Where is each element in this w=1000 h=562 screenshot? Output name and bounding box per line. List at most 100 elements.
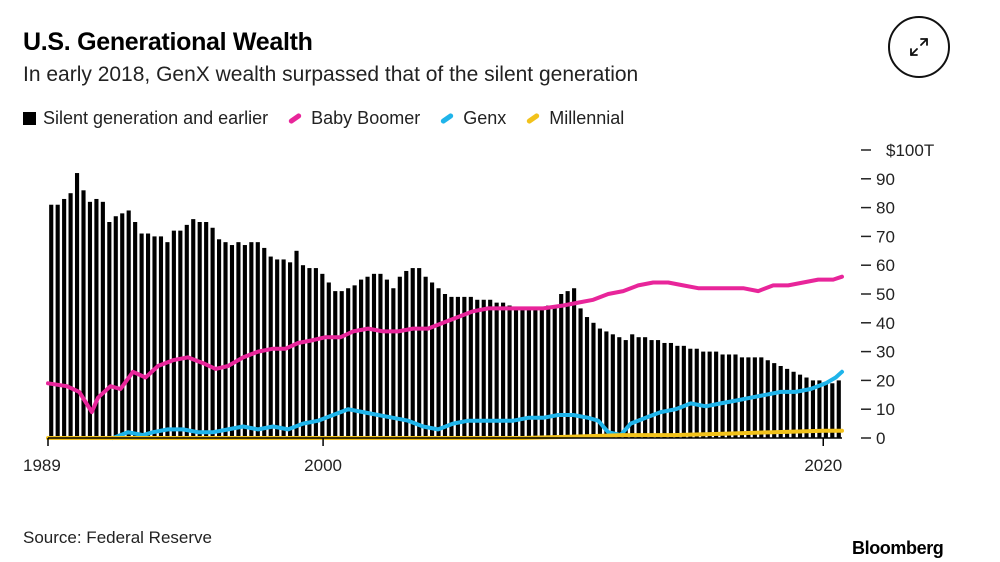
silent-bar [797,374,803,438]
silent-bar [578,308,583,438]
silent-bar [643,337,648,438]
bloomberg-logo: Bloomberg [852,538,944,558]
legend-item-boomer: Baby Boomer [287,108,421,129]
silent-bar [365,276,370,438]
silent-bar [468,296,473,438]
silent-bar [836,380,841,438]
legend-swatch-silent [23,112,36,125]
silent-bar [326,282,331,438]
silent-bar [791,371,796,438]
expand-button[interactable] [888,16,950,78]
silent-bar [675,345,680,438]
silent-bar [210,227,215,438]
y-tick-label: 90 [876,170,895,189]
silent-bar [765,360,770,438]
silent-bar [100,201,105,438]
legend-item-genx: Genx [440,108,506,129]
silent-bar [565,291,570,438]
legend-item-millennial: Millennial [526,108,624,129]
silent-bar [572,288,577,438]
x-tick-label: 1989 [23,456,61,475]
silent-bar [694,348,699,438]
axes: 0 10 20 30 40 50 60 70 80 90 $100T 1989 2000 2020 [23,141,934,475]
silent-bar [423,276,428,438]
silent-bar [62,198,67,438]
silent-bar [158,236,164,438]
silent-bar [442,294,448,438]
silent-bar [191,219,196,438]
silent-bar [288,262,293,438]
line-baby-boomer [46,274,844,415]
x-tick-label: 2000 [304,456,342,475]
silent-bar [49,204,54,438]
silent-bar [165,242,170,438]
legend: Silent generation and earlier Baby Boome… [23,108,644,129]
silent-bar [204,222,209,438]
silent-bar [139,233,144,438]
silent-bar [397,276,402,438]
silent-bar [559,294,564,438]
silent-bar [623,340,628,438]
silent-bar [81,190,86,438]
silent-bar [55,204,60,438]
silent-bar [436,288,441,438]
legend-label-genx: Genx [463,108,507,128]
silent-bar [591,322,596,438]
y-tick-label: 50 [876,285,895,304]
legend-item-silent: Silent generation and earlier [23,108,268,129]
silent-bar [804,377,809,438]
silent-bar [107,222,112,438]
silent-bar [68,193,73,438]
chart-title: U.S. Generational Wealth [23,28,313,56]
silent-bar [597,328,602,438]
silent-bar [339,291,344,438]
silent-bar [378,273,383,438]
silent-bar [333,291,338,438]
silent-bar [481,299,486,438]
silent-bar [817,380,822,438]
silent-bar [507,305,512,438]
silent-bars [49,173,841,439]
silent-bar [410,268,415,438]
silent-bar [126,210,131,438]
silent-bar [391,288,396,438]
silent-bar [300,265,306,438]
silent-bar [688,348,693,438]
silent-bar [449,296,454,438]
x-tick-label: 2020 [804,456,842,475]
silent-bar [184,224,189,438]
silent-bar [313,268,318,438]
silent-bar [733,354,738,438]
silent-bar [74,173,80,439]
silent-bar [152,236,157,438]
silent-bar [778,366,783,438]
silent-bar [526,308,531,438]
silent-bar [87,201,93,438]
silent-bar [133,222,138,438]
silent-bar [655,340,661,438]
silent-bar [720,354,725,438]
silent-bar [307,268,312,438]
silent-bar [668,342,673,438]
source-note: Source: Federal Reserve [23,528,212,547]
silent-bar [617,337,622,438]
silent-bar [262,247,267,438]
silent-bar [455,296,460,438]
silent-bar [223,242,228,438]
silent-bar [539,308,544,438]
silent-bar [178,230,183,438]
silent-bar [701,351,706,438]
silent-bar [830,383,835,438]
silent-bar [404,270,409,438]
y-tick-label: 0 [876,429,885,448]
silent-bar [371,273,377,438]
silent-bar [249,242,254,438]
silent-bar [501,302,506,438]
silent-bar [475,299,480,438]
legend-label-silent: Silent generation and earlier [43,108,269,128]
legend-label-millennial: Millennial [549,108,625,128]
silent-bar [430,282,435,438]
legend-label-boomer: Baby Boomer [311,108,421,128]
silent-bar [520,308,525,438]
